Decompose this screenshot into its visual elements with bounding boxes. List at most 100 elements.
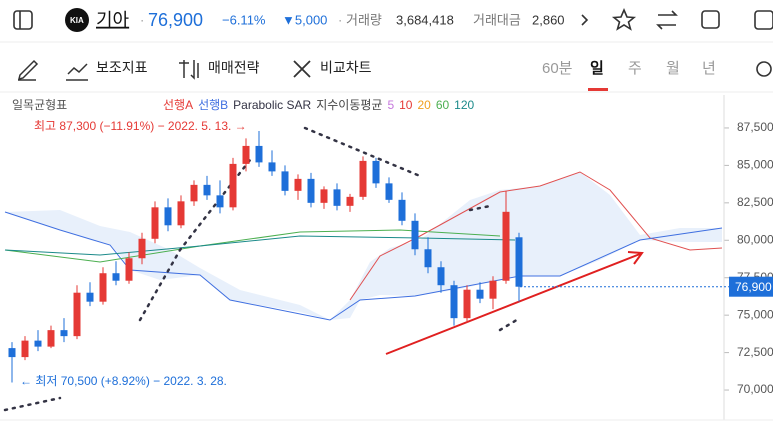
dot: · [338,12,342,27]
tool-strategy[interactable]: 매매전략 [208,60,260,76]
change: ▼5,000 [282,12,327,27]
candle-body [47,330,55,347]
indicator-label: 선행B [198,97,228,112]
ema-period: 5 [387,98,394,112]
indicator-label: 선행A [163,97,193,112]
volume: 3,684,418 [396,12,454,27]
candle-body [294,178,302,191]
candle-body [333,189,341,206]
period-tab[interactable]: 년 [702,60,716,77]
candle-body [424,249,432,268]
panel-icon[interactable] [754,10,773,30]
low-annotation: ← 최저 70,500 (+8.92%) − 2022. 3. 28. [20,374,227,388]
period-tab[interactable]: 60분 [542,60,573,77]
ema-period: 10 [399,98,413,112]
candle-body [73,292,81,337]
trend-arrow [385,251,644,355]
y-tick-label: 72,500 [737,345,773,359]
volume-label: 거래량 [346,12,382,27]
candle-body [190,184,198,202]
candle-body [476,289,484,299]
candle-body [268,162,276,172]
y-tick-label: 70,000 [737,382,773,396]
candle-body [281,171,289,191]
candle-body [372,160,380,184]
more-arrow[interactable] [581,14,589,26]
candle-body [99,273,107,302]
candle-body [86,292,94,302]
y-tick-label: 85,000 [737,158,773,172]
dot: · [140,12,144,27]
period-underline [588,88,608,91]
candle-body [60,330,68,337]
candle-body [398,199,406,221]
favorite-icon[interactable] [611,7,637,31]
ema-period: 20 [417,98,431,112]
compare-icon [293,60,311,78]
strategy-icon [179,60,199,80]
candle-body [34,340,42,347]
candle-body [164,207,172,226]
sidebar-icon[interactable] [13,10,33,30]
sar-dots [3,126,522,412]
y-tick-label: 82,500 [737,195,773,209]
amount: 2,860 [532,12,565,27]
change-pct: −6.11% [222,12,266,27]
candle-body [216,195,224,208]
ema-period: 60 [436,98,450,112]
indicator-icon [66,63,88,81]
indicator-label: 일목균형표 [12,98,67,112]
cloud [5,172,722,320]
candle-body [8,348,16,358]
amount-label: 거래대금 [473,12,521,27]
candle-body [255,145,263,163]
price-box-label: 76,900 [735,280,772,294]
period-tab[interactable]: 주 [628,60,642,77]
price: 76,900 [148,10,203,30]
candle-body [463,289,471,319]
candle-body [203,184,211,196]
y-tick-label: 80,000 [737,232,773,246]
ema-line [4,235,516,256]
candle-body [502,211,510,281]
candle-body [112,273,120,281]
candle-body [307,178,315,203]
logo [65,8,89,32]
candle-body [515,237,523,287]
swap-icon[interactable] [656,10,678,30]
tool-indicator[interactable]: 보조지표 [96,60,148,76]
edit-icon[interactable] [701,10,720,29]
candle-body [359,160,367,197]
candle-body [411,220,419,250]
price-box [729,276,773,297]
y-tick-label: 75,000 [737,307,773,321]
candle-body [489,280,497,299]
y-tick-label: 87,500 [737,120,773,134]
period-tab[interactable]: 일 [590,60,604,77]
high-annotation: 최고 87,300 (−11.91%) − 2022. 5. 13. → [34,119,247,133]
candle-body [346,196,354,206]
ema-period: 120 [454,98,474,112]
candle-body [125,258,133,281]
candle-body [385,183,393,200]
candle-body [138,238,146,259]
candle-body [229,163,237,208]
candle-body [177,201,185,226]
indicator-label: Parabolic SAR [233,98,311,112]
candle-body [320,189,328,203]
draw-icon[interactable] [17,59,39,81]
span-b-line [4,211,723,321]
tool-compare[interactable]: 비교차트 [320,60,372,76]
candle-body [151,207,159,239]
candle-body [450,285,458,319]
stock-name[interactable]: 기아 [96,10,130,30]
settings-icon[interactable] [756,61,772,77]
candle-body [437,267,445,286]
logo-mark: KIA [70,16,84,25]
candle-body [242,145,250,164]
period-tab[interactable]: 월 [666,60,680,77]
span-a-line [349,171,723,301]
indicator-label: 지수이동평균 [316,98,382,112]
